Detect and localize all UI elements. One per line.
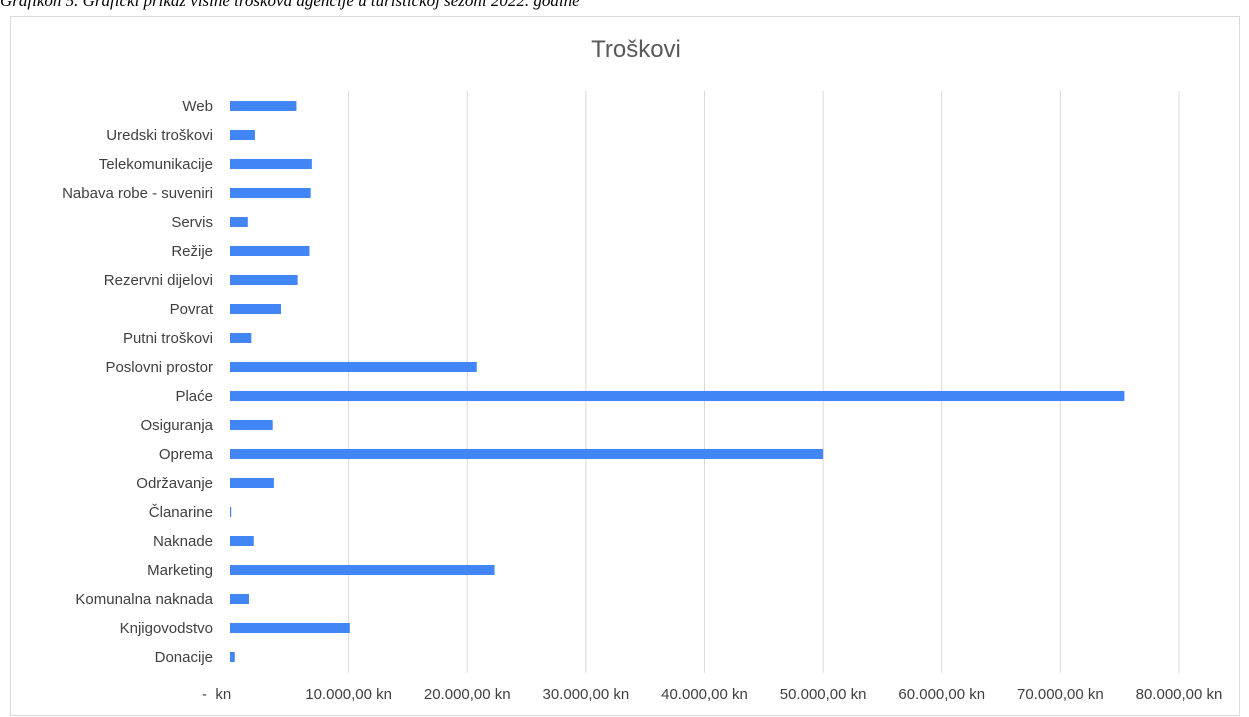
bar [230,507,232,517]
x-tick-label: 60.000,00 kn [898,686,985,703]
bar [230,130,255,140]
chart-area: Troškovi Donacije Knjigovodstvo Komunalna … [10,16,1240,716]
category-label: Poslovni prostor [105,359,213,376]
x-tick-label: 50.000,00 kn [780,686,867,703]
bar [230,594,249,604]
x-tick-labels: - kn 10.000,00 kn 20.000,00 kn 30.000,00 kn… [202,686,1222,703]
category-label: Donacije [155,649,213,666]
category-label: Rezervni dijelovi [104,272,213,289]
category-label: Putni troškovi [123,330,213,347]
bar [230,217,248,227]
bar [230,246,310,256]
bar [230,188,311,198]
x-tick-label: 70.000,00 kn [1017,686,1104,703]
grid-lines [348,91,1180,673]
category-label: Povrat [170,301,214,318]
category-label: Naknade [153,533,213,550]
category-label: Telekomunikacije [99,156,213,173]
x-tick-label: 40.000,00 kn [661,686,748,703]
category-label: Servis [171,214,213,231]
bar [230,304,282,314]
category-label: Knjigovodstvo [120,620,213,637]
bar [230,420,273,430]
category-labels: Donacije Knjigovodstvo Komunalna naknada Ma… [62,98,214,666]
category-label: Članarine [149,504,213,521]
chart-title: Troškovi [591,36,681,63]
category-label: Komunalna naknada [75,591,213,608]
bars [230,101,1125,662]
category-label: Režije [171,243,213,260]
category-label: Nabava robe - suveniri [62,185,213,202]
bar [230,623,350,633]
bar [230,652,235,662]
bar [230,159,312,169]
bar [230,565,495,575]
bar [230,362,477,372]
x-tick-label: 80.000,00 kn [1136,686,1223,703]
x-tick-label: 10.000,00 kn [305,686,392,703]
bar [230,275,298,285]
bar-chart: Troškovi Donacije Knjigovodstvo Komunalna … [62,36,1222,703]
category-label: Uredski troškovi [106,127,213,144]
category-label: Održavanje [136,475,213,492]
bar [230,478,274,488]
figure-caption: Grafikon 5. Grafički prikaz visine trošk… [0,0,580,10]
bar [230,101,297,111]
category-label: Web [182,98,213,115]
bar [230,536,254,546]
category-label: Osiguranja [140,417,213,434]
bar [230,449,824,459]
x-tick-label: 30.000,00 kn [543,686,630,703]
category-label: Oprema [159,446,214,463]
x-tick-label: - kn [202,686,231,703]
category-label: Marketing [147,562,213,579]
bar [230,391,1125,401]
x-tick-label: 20.000,00 kn [424,686,511,703]
category-label: Plaće [175,388,213,405]
bar [230,333,252,343]
